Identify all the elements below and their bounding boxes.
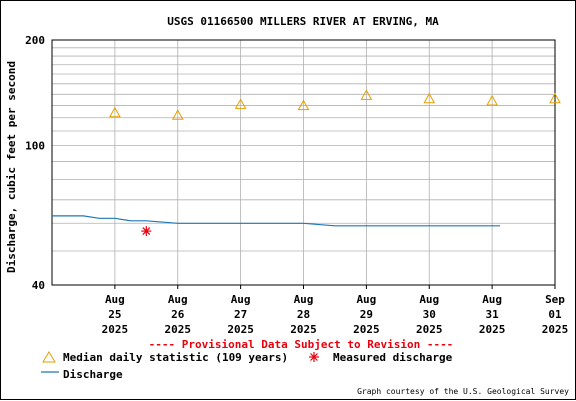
x-tick-label: Aug: [105, 293, 125, 306]
x-tick-label: 2025: [479, 323, 506, 336]
y-tick-label: 200: [25, 34, 45, 47]
x-tick-label: 26: [171, 308, 185, 321]
x-tick-label: 2025: [542, 323, 569, 336]
median-point: [297, 99, 310, 111]
x-tick-label: 25: [108, 308, 121, 321]
legend: Median daily statistic (109 years) Measu…: [41, 351, 453, 381]
series-layer: [52, 89, 561, 237]
x-tick-label: 2025: [165, 323, 192, 336]
x-tick-label: Aug: [482, 293, 502, 306]
legend-discharge-label: Discharge: [63, 368, 123, 381]
grid-lines: [52, 40, 556, 285]
x-tick-label: 2025: [102, 323, 129, 336]
y-axis-ticks: 40 100 200: [25, 34, 45, 292]
y-axis-label: Discharge, cubic feet per second: [5, 61, 18, 273]
x-tick-label: Aug: [419, 293, 439, 306]
median-point: [423, 92, 436, 104]
x-tick-label: 28: [297, 308, 310, 321]
x-tick-label: Aug: [231, 293, 251, 306]
x-tick-label: 2025: [290, 323, 317, 336]
x-tick-label: Aug: [356, 293, 376, 306]
x-tick-label: Aug: [294, 293, 314, 306]
x-tick-label: 2025: [416, 323, 443, 336]
x-tick-label: 27: [234, 308, 247, 321]
y-tick-label: 40: [32, 279, 45, 292]
median-point: [171, 109, 184, 120]
median-point: [360, 89, 373, 100]
x-tick-label: Sep: [545, 293, 565, 306]
x-tick-label: 2025: [353, 323, 380, 336]
credit-text: Graph courtesy of the U.S. Geological Su…: [357, 387, 569, 396]
legend-measured-label: Measured discharge: [333, 351, 453, 364]
median-point: [549, 92, 561, 104]
legend-measured-marker: [309, 352, 319, 362]
median-point: [109, 106, 121, 118]
x-tick-label: 2025: [227, 323, 254, 336]
x-tick-label: 29: [360, 308, 373, 321]
measured-stroke: [142, 227, 151, 236]
median-point: [486, 94, 498, 106]
provisional-note: ---- Provisional Data Subject to Revisio…: [149, 338, 454, 351]
legend-median-marker: [42, 351, 56, 363]
measured-point: [141, 226, 152, 237]
x-axis-ticks: Aug 25 2025 Aug 26 2025 Aug 27 2025 Aug 28 2025 Aug 2…: [102, 285, 569, 336]
y-tick-label: 100: [25, 140, 45, 153]
x-tick-label: 31: [486, 308, 500, 321]
discharge-line: [52, 215, 500, 227]
legend-median-label: Median daily statistic (109 years): [63, 351, 288, 364]
x-tick-label: Aug: [168, 293, 188, 306]
median-point: [234, 98, 247, 109]
x-tick-label: 01: [548, 308, 562, 321]
x-tick-label: 30: [423, 308, 436, 321]
chart-title: USGS 01166500 MILLERS RIVER AT ERVING, M…: [167, 15, 439, 28]
